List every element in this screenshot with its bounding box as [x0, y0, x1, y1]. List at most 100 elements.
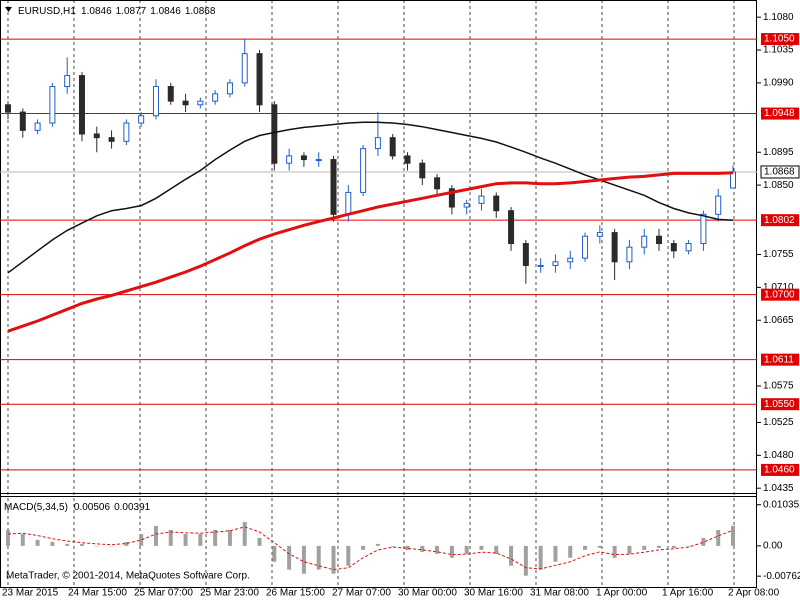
candle-body	[226, 82, 233, 95]
macd-bar	[627, 545, 632, 554]
candle-body	[493, 195, 500, 212]
x-tick-label: 26 Mar 15:00	[266, 588, 325, 599]
macd-bar	[612, 545, 617, 558]
x-tick-label: 25 Mar 07:00	[134, 588, 193, 599]
level-tag	[761, 107, 799, 120]
candle-body	[330, 159, 337, 215]
candle-body	[108, 137, 115, 142]
macd-bar	[20, 533, 25, 546]
macd-bar	[538, 545, 543, 570]
y-tick-label: 1.0755	[763, 249, 794, 260]
level-tag	[761, 288, 799, 301]
macd-bar	[346, 545, 351, 566]
candle-body	[78, 75, 85, 135]
candle-body	[300, 155, 307, 161]
y-tick-label: 1.0710	[763, 282, 794, 293]
y-tick-label: 1.0850	[763, 180, 794, 191]
macd-bar	[35, 539, 40, 546]
macd-bar	[642, 545, 647, 550]
candle-body	[374, 137, 381, 150]
macd-bar	[109, 545, 114, 547]
candle-body	[271, 104, 278, 164]
candle-body	[434, 177, 441, 190]
macd-bar	[94, 545, 99, 547]
candle-body	[537, 264, 544, 267]
title-value: 1.0877	[116, 6, 147, 17]
y-tick-label: -0.00762	[763, 571, 800, 582]
x-tick-label: 31 Mar 08:00	[530, 588, 589, 599]
plot-frame	[0, 0, 757, 588]
candle-body	[715, 195, 722, 215]
macd-bar	[494, 545, 499, 554]
macd-bar	[287, 545, 292, 570]
candle-body	[685, 243, 692, 252]
candle-body	[552, 261, 559, 266]
level-tag	[761, 398, 799, 411]
y-tick-label: 1.0575	[763, 381, 794, 392]
macd-bar	[198, 533, 203, 546]
title-value: 1.0846	[81, 6, 112, 17]
candle-body	[478, 195, 485, 204]
level-label: 1.0802	[764, 215, 795, 226]
level-label: 1.0948	[764, 108, 795, 119]
level-label: 1.0700	[764, 289, 795, 300]
macd-bar	[731, 525, 735, 546]
title-text: MACD(5,34,5)	[4, 502, 68, 513]
macd-bar	[272, 545, 277, 562]
macd-bar	[124, 541, 129, 546]
macd-bar	[213, 529, 218, 546]
macd-bar	[657, 545, 662, 548]
candle-body	[508, 210, 515, 245]
macd-bar	[139, 533, 144, 546]
candle-body	[404, 155, 411, 164]
panel-title: MACD(5,34,5) 0.00506 0.00391	[4, 502, 151, 513]
macd-bar	[509, 545, 514, 566]
moving-average	[7, 171, 734, 333]
x-tick-label: 25 Mar 23:00	[200, 588, 259, 599]
candle-body	[582, 235, 589, 259]
macd-bar	[79, 543, 84, 546]
level-label: 1.0611	[764, 354, 794, 365]
candle-body	[626, 246, 633, 263]
macd-bar	[227, 529, 232, 546]
candle-body	[286, 155, 293, 164]
y-tick-label: 1.1035	[763, 45, 794, 56]
macd-bar	[597, 545, 602, 548]
candle-body	[256, 53, 263, 106]
x-tick-label: 30 Mar 16:00	[464, 588, 523, 599]
macd-bar	[331, 545, 336, 574]
y-tick-label: 1.0525	[763, 417, 794, 428]
y-tick-label: 1.0665	[763, 315, 794, 326]
macd-bar	[361, 545, 366, 550]
x-tick-label: 24 Mar 15:00	[68, 588, 127, 599]
macd-bar	[375, 543, 380, 546]
candle-body	[123, 122, 130, 142]
candle-body	[419, 162, 426, 179]
macd-bar	[686, 545, 691, 547]
y-tick-label: 0.00	[763, 541, 783, 552]
candle-body	[19, 111, 26, 131]
x-tick-label: 2 Apr 08:00	[728, 588, 780, 599]
x-tick-label: 30 Mar 00:00	[398, 588, 457, 599]
y-tick-label: 1.0480	[763, 450, 794, 461]
candle-body	[138, 115, 145, 124]
y-tick-label: 1.0895	[763, 147, 794, 158]
candle-body	[34, 122, 41, 131]
macd-bar	[405, 545, 410, 550]
macd-bar	[153, 526, 158, 546]
candle-body	[670, 243, 677, 252]
candle-body	[315, 159, 322, 162]
y-tick-label: 1.0435	[763, 483, 794, 494]
candle-body	[656, 235, 663, 245]
candle-body	[212, 93, 219, 102]
macd-bar	[701, 537, 706, 546]
current-price-label: 1.0868	[764, 167, 795, 178]
macd-bar	[257, 537, 262, 546]
macd-bar	[716, 529, 721, 546]
candle-body	[345, 191, 352, 215]
macd-bar	[301, 545, 306, 574]
level-label: 1.1050	[764, 34, 795, 45]
level-tag	[761, 214, 799, 227]
macd-bar	[183, 533, 188, 546]
